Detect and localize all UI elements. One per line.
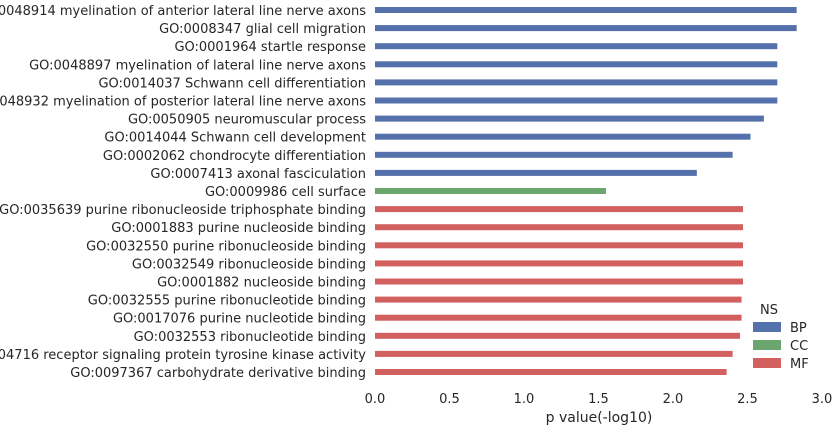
legend-swatch — [753, 358, 781, 368]
category-label: GO:0001883 purine nucleoside binding — [111, 221, 366, 236]
bar — [375, 369, 727, 375]
bar — [375, 25, 797, 32]
category-label: GO:0007413 axonal fasciculation — [150, 167, 366, 182]
bar — [375, 79, 778, 86]
bar — [375, 7, 797, 13]
category-label: GO:0032553 ribonucleotide binding — [134, 330, 366, 345]
category-label: GO:0032550 purine ribonucleoside binding — [86, 239, 366, 254]
category-label: GO:0048914 myelination of anterior later… — [0, 4, 366, 19]
category-label: GO:0002062 chondrocyte differentiation — [103, 149, 366, 164]
x-axis-label: p value(-log10) — [546, 410, 653, 426]
legend-label: CC — [790, 339, 808, 354]
bar — [375, 61, 778, 68]
x-tick-label: 0.0 — [365, 392, 386, 407]
category-label: GO:0008347 glial cell migration — [159, 22, 366, 37]
category-labels: GO:0048914 myelination of anterior later… — [0, 4, 366, 381]
bar — [375, 206, 744, 213]
bar — [375, 242, 744, 249]
bar — [375, 260, 744, 267]
category-label: GO:0001964 startle response — [174, 40, 366, 55]
category-label: GO:0035639 purine ribonucleoside triphos… — [0, 203, 366, 218]
legend-label: BP — [790, 321, 807, 336]
category-label: GO:0001882 nucleoside binding — [157, 276, 366, 291]
x-tick-label: 3.0 — [812, 392, 833, 407]
x-tick-label: 1.0 — [514, 392, 535, 407]
legend-title: NS — [760, 303, 778, 318]
category-label: GO:0004716 receptor signaling protein ty… — [0, 348, 366, 363]
category-label: GO:0048897 myelination of lateral line n… — [29, 58, 366, 73]
bar — [375, 169, 697, 176]
bar — [375, 332, 741, 339]
category-label: GO:0050905 neuromuscular process — [128, 113, 366, 128]
bar — [375, 350, 733, 357]
category-label: GO:0097367 carbohydrate derivative bindi… — [70, 366, 366, 381]
category-label: GO:0009986 cell surface — [205, 185, 366, 200]
bar — [375, 133, 751, 140]
x-tick-label: 0.5 — [439, 392, 460, 407]
category-label: GO:0017076 purine nucleotide binding — [113, 312, 366, 327]
bar — [375, 188, 606, 194]
category-label: GO:0032555 purine ribonucleotide binding — [88, 294, 366, 309]
bar — [375, 224, 744, 231]
bars-layer — [375, 7, 797, 375]
legend-entries: BP CC MF — [753, 321, 809, 372]
legend-swatch — [753, 340, 781, 350]
bar — [375, 151, 733, 158]
category-label: GO:0032549 ribonucleoside binding — [132, 257, 366, 272]
legend-label: MF — [790, 357, 809, 372]
bar — [375, 314, 742, 321]
category-label: GO:0048932 myelination of posterior late… — [0, 95, 366, 110]
x-axis-ticks: 0.0 0.5 1.0 1.5 2.0 2.5 3.0 — [365, 392, 833, 407]
bar — [375, 115, 764, 122]
bar — [375, 296, 742, 303]
x-tick-label: 2.0 — [663, 392, 684, 407]
x-tick-label: 2.5 — [737, 392, 758, 407]
bar — [375, 97, 778, 104]
category-label: GO:0014037 Schwann cell differentiation — [98, 76, 366, 91]
legend-swatch — [753, 322, 781, 332]
category-label: GO:0014044 Schwann cell development — [104, 131, 366, 146]
bar — [375, 43, 778, 50]
bar — [375, 278, 744, 285]
legend: NS BP CC MF — [753, 303, 809, 372]
x-tick-label: 1.5 — [588, 392, 609, 407]
